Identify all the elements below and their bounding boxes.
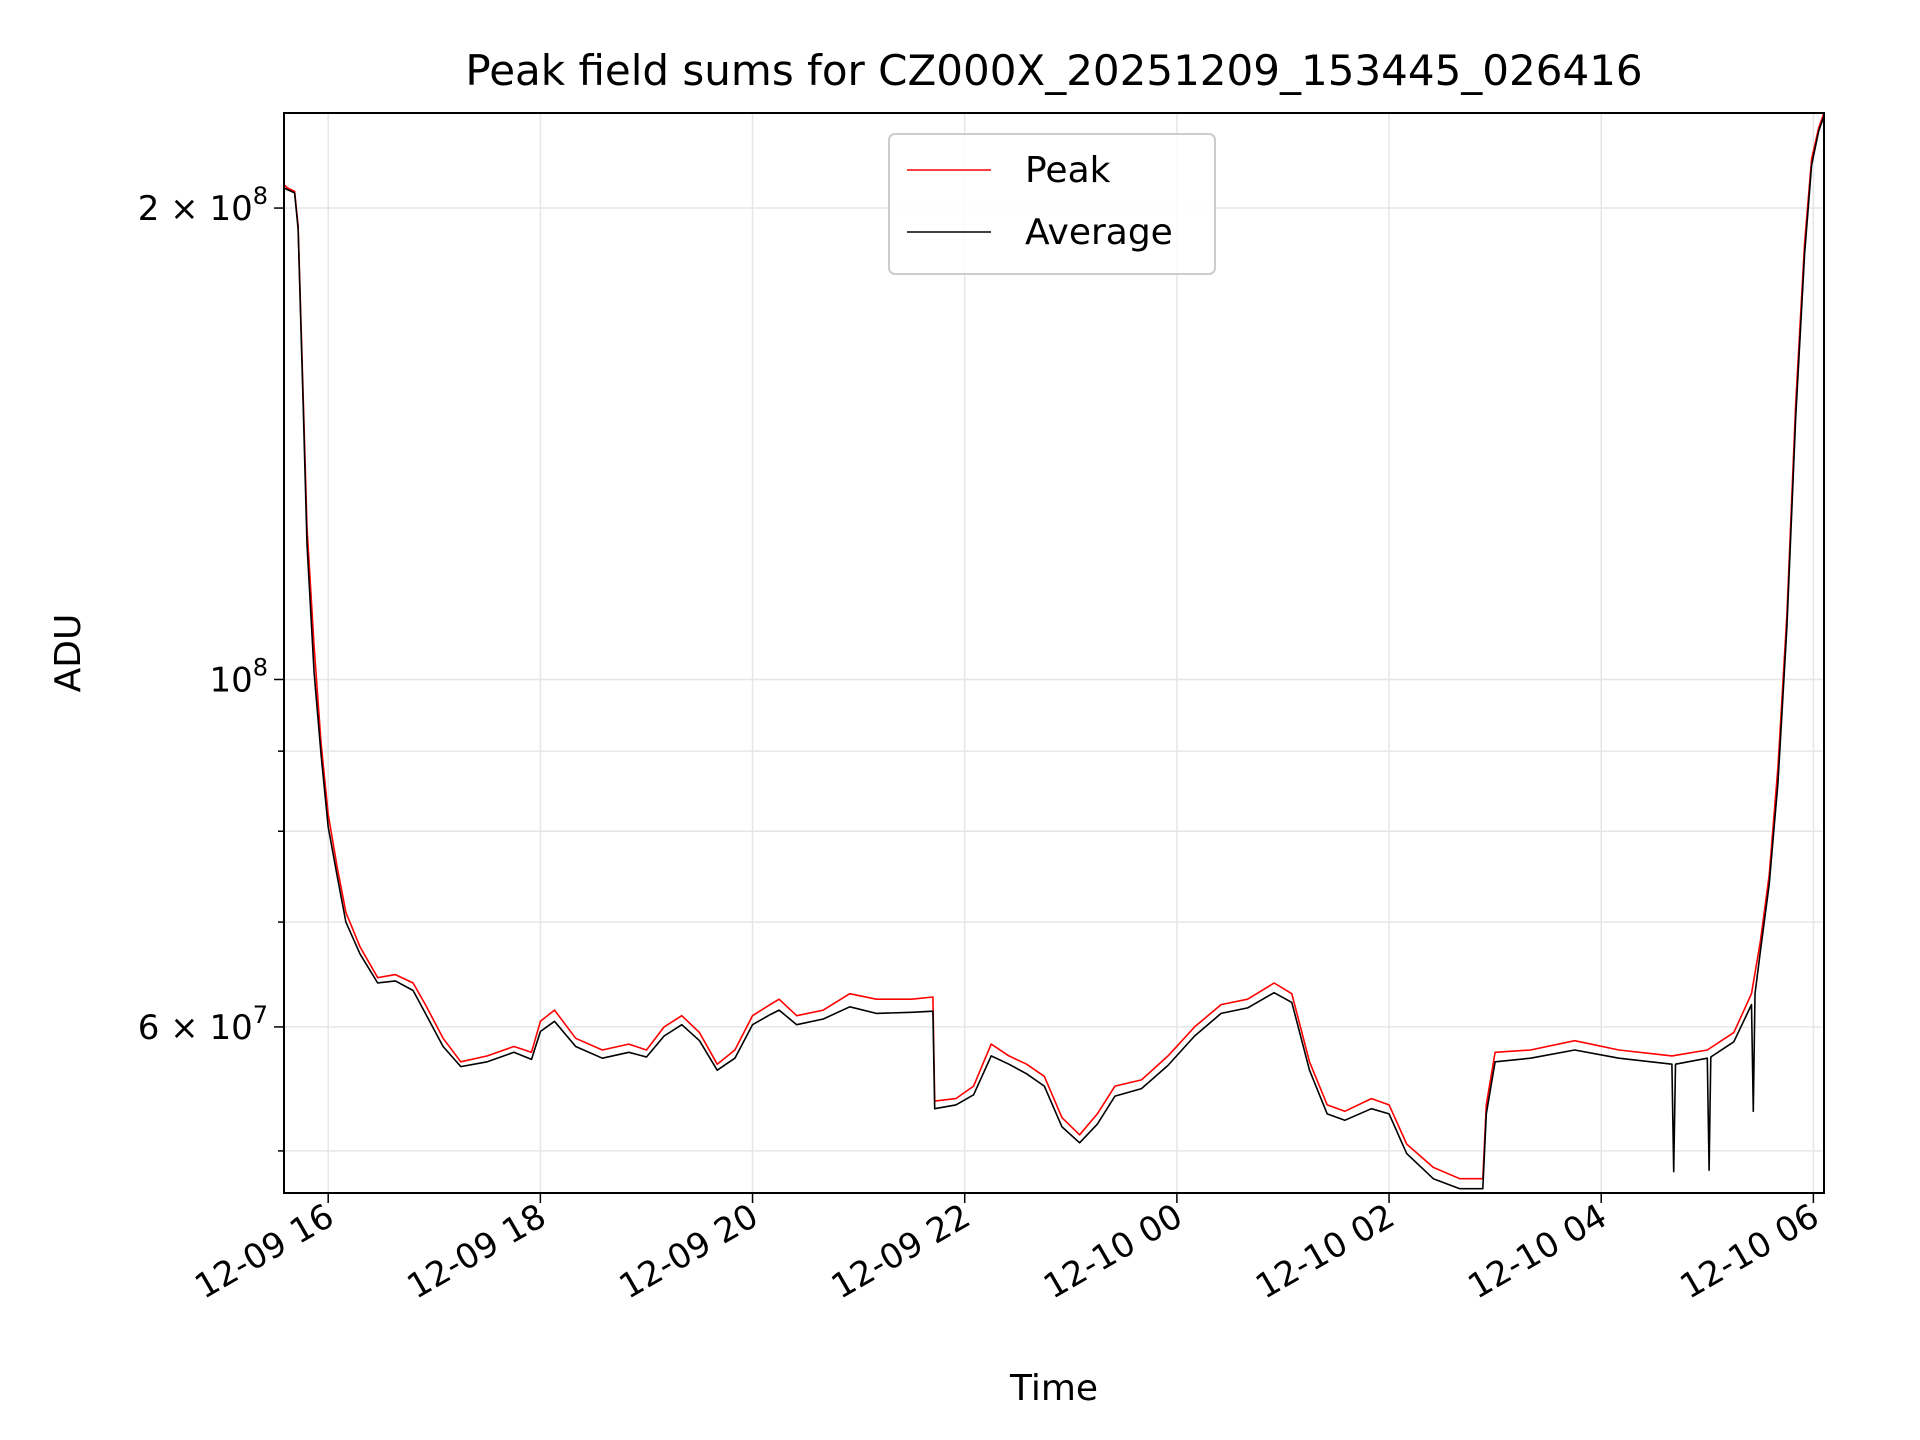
series-line-peak [283, 112, 1825, 1180]
y-tick-label: 2 × 108 [138, 182, 268, 229]
legend-label-average: Average [1025, 212, 1173, 253]
y-tick-label: 108 [209, 653, 268, 700]
x-axis-label: Time [1009, 1368, 1098, 1409]
y-axis: 6 × 107 108 2 × 108 [138, 182, 284, 1152]
plot-frame [283, 112, 1825, 1194]
y-tick-label: 6 × 107 [138, 1001, 268, 1048]
series-layer [283, 112, 1825, 1190]
y-axis-label: ADU [48, 614, 89, 693]
legend: Peak Average [888, 133, 1216, 275]
series-line-average [283, 115, 1825, 1190]
legend-box [888, 133, 1216, 275]
legend-label-peak: Peak [1025, 150, 1111, 191]
chart-title: Peak field sums for CZ000X_20251209_1534… [465, 46, 1642, 95]
